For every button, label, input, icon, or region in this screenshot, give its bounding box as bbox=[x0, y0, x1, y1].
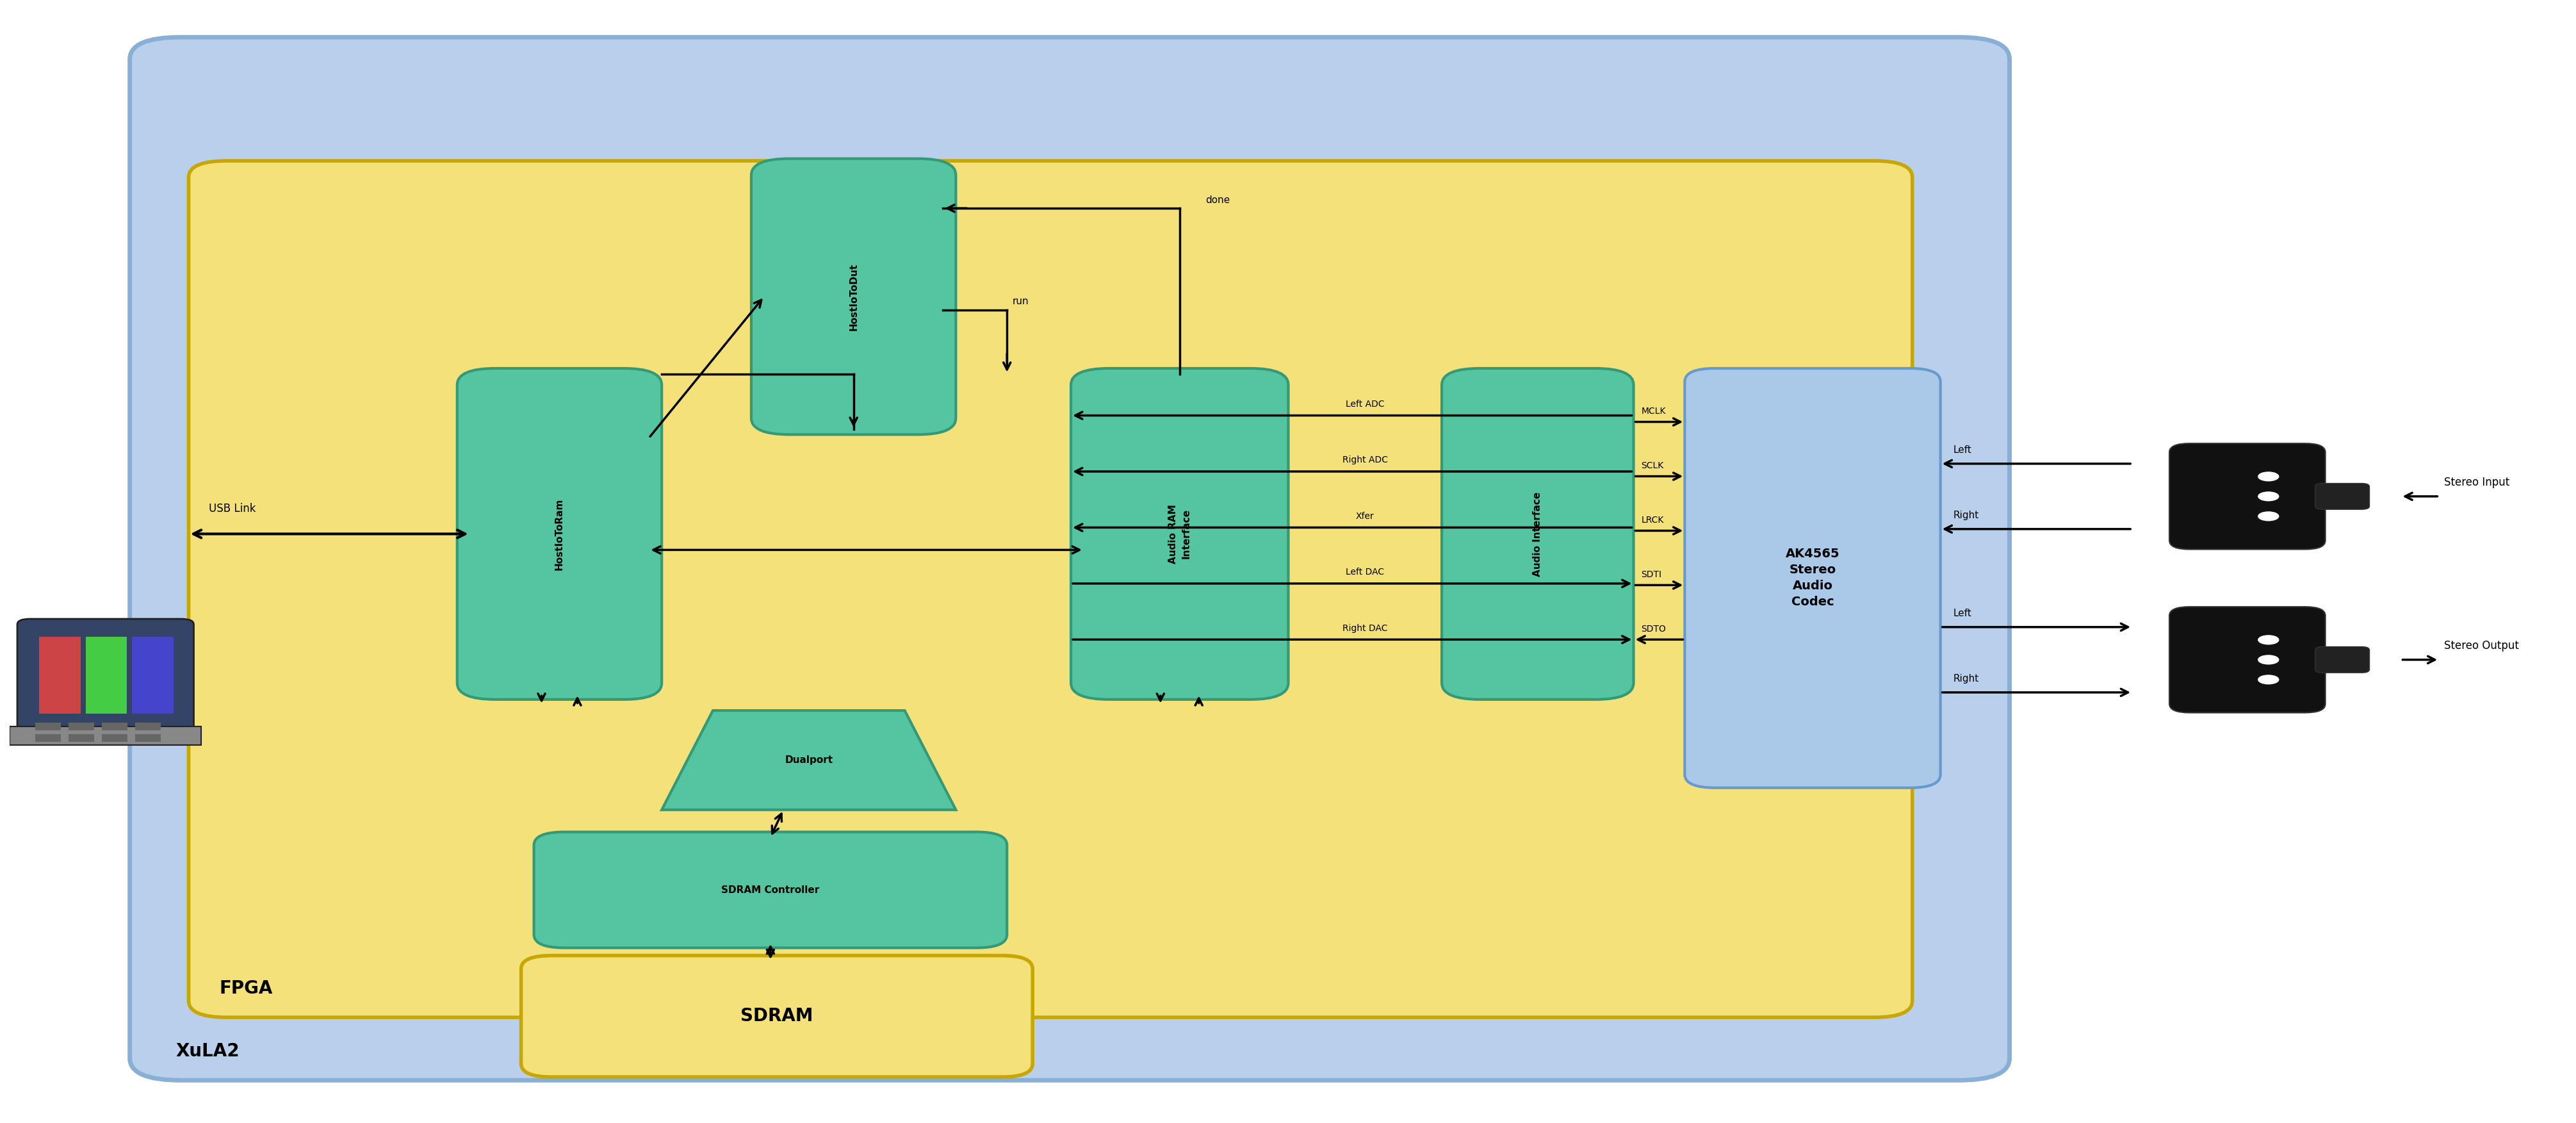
Text: SDRAM: SDRAM bbox=[739, 1007, 814, 1025]
FancyBboxPatch shape bbox=[2169, 444, 2324, 549]
Text: Right ADC: Right ADC bbox=[1342, 456, 1388, 465]
Text: Stereo Input: Stereo Input bbox=[2445, 476, 2509, 487]
FancyBboxPatch shape bbox=[1685, 368, 1940, 787]
Text: Left DAC: Left DAC bbox=[1345, 567, 1383, 576]
Text: AK4565
Stereo
Audio
Codec: AK4565 Stereo Audio Codec bbox=[1785, 548, 1839, 609]
Text: Audio RAM
Interface: Audio RAM Interface bbox=[1167, 504, 1190, 564]
Bar bbox=[70, 723, 93, 731]
FancyBboxPatch shape bbox=[10, 727, 201, 745]
FancyBboxPatch shape bbox=[39, 637, 80, 714]
FancyBboxPatch shape bbox=[131, 637, 173, 714]
Text: Left ADC: Left ADC bbox=[1345, 400, 1383, 409]
Text: XuLA2: XuLA2 bbox=[175, 1042, 240, 1060]
Text: SDRAM Controller: SDRAM Controller bbox=[721, 885, 819, 895]
Circle shape bbox=[2257, 656, 2277, 664]
Text: run: run bbox=[1012, 296, 1028, 307]
Text: Stereo Output: Stereo Output bbox=[2445, 640, 2519, 651]
FancyBboxPatch shape bbox=[520, 956, 1033, 1077]
Polygon shape bbox=[662, 711, 956, 810]
FancyBboxPatch shape bbox=[18, 619, 193, 731]
Circle shape bbox=[2257, 512, 2277, 521]
Bar bbox=[100, 734, 126, 741]
Text: Right: Right bbox=[1953, 510, 1978, 520]
FancyBboxPatch shape bbox=[188, 161, 1911, 1017]
Text: Dualport: Dualport bbox=[786, 756, 832, 765]
Bar bbox=[36, 723, 62, 731]
Bar bbox=[100, 723, 126, 731]
Text: Left: Left bbox=[1953, 609, 1971, 618]
Circle shape bbox=[2257, 675, 2277, 684]
Text: LRCK: LRCK bbox=[1641, 515, 1664, 524]
Text: HostIoToDut: HostIoToDut bbox=[848, 263, 858, 330]
Text: SDTI: SDTI bbox=[1641, 570, 1662, 579]
Bar bbox=[134, 723, 160, 731]
Text: done: done bbox=[1206, 195, 1229, 204]
Circle shape bbox=[2257, 492, 2277, 501]
FancyBboxPatch shape bbox=[752, 158, 956, 435]
Bar bbox=[36, 734, 62, 741]
FancyBboxPatch shape bbox=[456, 368, 662, 700]
Circle shape bbox=[2257, 472, 2277, 481]
FancyBboxPatch shape bbox=[2316, 647, 2370, 673]
Text: Audio Interface: Audio Interface bbox=[1533, 492, 1543, 576]
Text: Right: Right bbox=[1953, 674, 1978, 683]
FancyBboxPatch shape bbox=[129, 37, 2009, 1080]
Text: Right DAC: Right DAC bbox=[1342, 623, 1388, 632]
FancyBboxPatch shape bbox=[85, 637, 126, 714]
FancyBboxPatch shape bbox=[1072, 368, 1288, 700]
Text: Xfer: Xfer bbox=[1355, 512, 1373, 521]
Text: HostIoToRam: HostIoToRam bbox=[554, 497, 564, 569]
Text: USB Link: USB Link bbox=[209, 503, 255, 514]
Text: Left: Left bbox=[1953, 445, 1971, 455]
FancyBboxPatch shape bbox=[2169, 606, 2324, 713]
FancyBboxPatch shape bbox=[1443, 368, 1633, 700]
Bar bbox=[134, 734, 160, 741]
FancyBboxPatch shape bbox=[533, 832, 1007, 948]
Bar bbox=[70, 734, 93, 741]
Circle shape bbox=[2257, 636, 2277, 645]
Text: SDTO: SDTO bbox=[1641, 624, 1667, 633]
Text: FPGA: FPGA bbox=[219, 979, 273, 997]
Text: SCLK: SCLK bbox=[1641, 462, 1664, 471]
FancyBboxPatch shape bbox=[2316, 483, 2370, 510]
Text: MCLK: MCLK bbox=[1641, 408, 1667, 416]
